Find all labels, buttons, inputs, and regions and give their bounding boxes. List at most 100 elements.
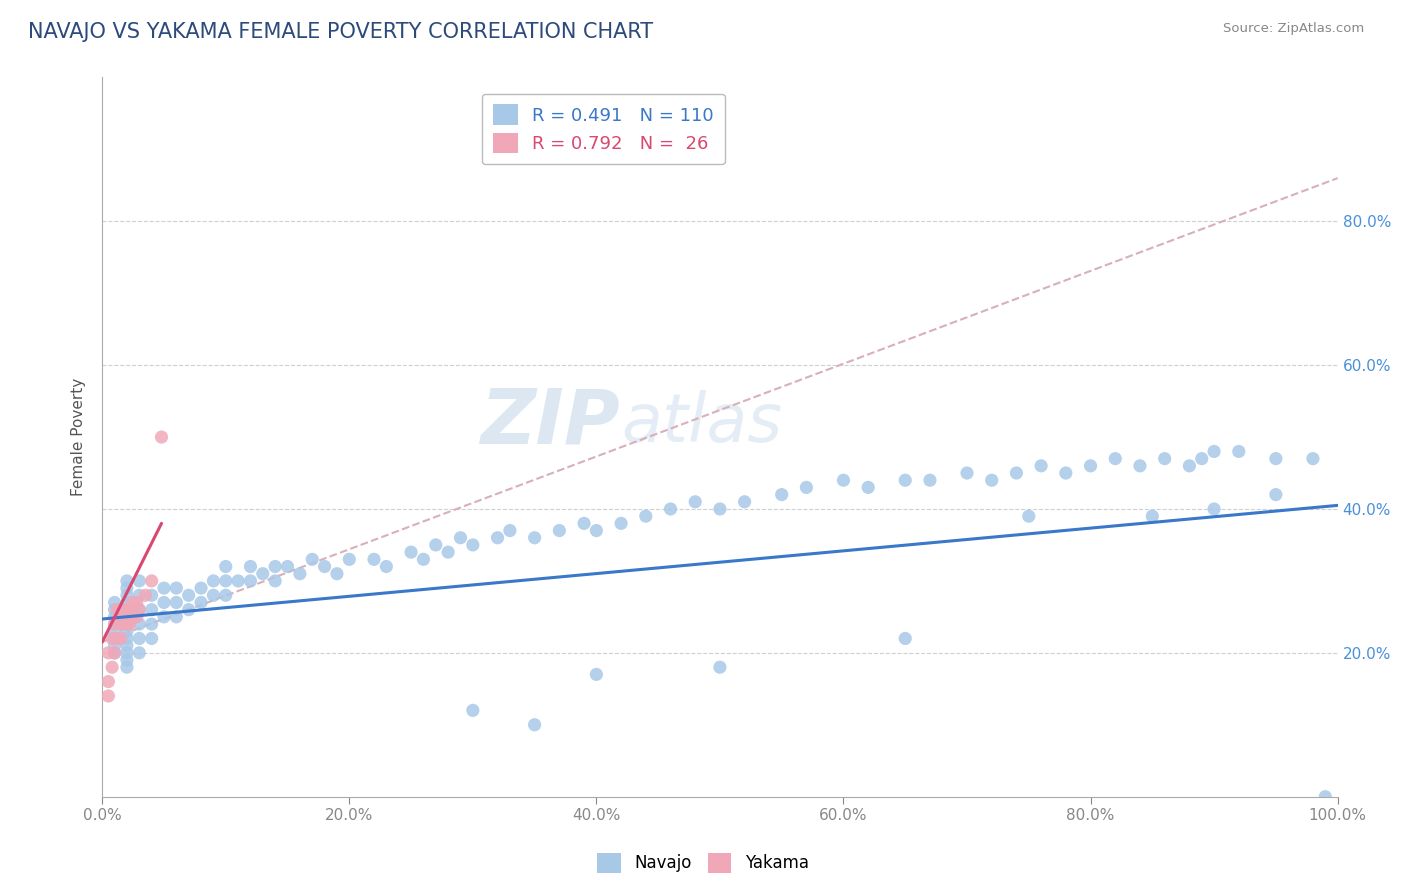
Point: [97, 689, 120, 703]
Point: [1264, 487, 1286, 501]
Point: [239, 559, 262, 574]
Point: [326, 566, 349, 581]
Point: [115, 632, 138, 646]
Point: [215, 588, 238, 602]
Point: [118, 617, 141, 632]
Point: [103, 610, 125, 624]
Text: ZIP: ZIP: [481, 385, 621, 459]
Text: NAVAJO VS YAKAMA FEMALE POVERTY CORRELATION CHART: NAVAJO VS YAKAMA FEMALE POVERTY CORRELAT…: [28, 22, 654, 42]
Point: [375, 559, 398, 574]
Point: [165, 581, 187, 595]
Point: [115, 646, 138, 660]
Point: [288, 566, 311, 581]
Point: [103, 639, 125, 653]
Point: [128, 574, 150, 588]
Point: [105, 602, 128, 616]
Point: [114, 602, 136, 616]
Point: [128, 617, 150, 632]
Point: [337, 552, 360, 566]
Point: [1204, 502, 1226, 516]
Point: [177, 588, 200, 602]
Point: [264, 574, 287, 588]
Point: [202, 588, 225, 602]
Text: Source: ZipAtlas.com: Source: ZipAtlas.com: [1223, 22, 1364, 36]
Point: [301, 552, 323, 566]
Point: [141, 632, 163, 646]
Point: [215, 559, 238, 574]
Point: [1227, 444, 1250, 458]
Point: [659, 502, 682, 516]
Legend: R = 0.491   N = 110, R = 0.792   N =  26: R = 0.491 N = 110, R = 0.792 N = 26: [482, 94, 725, 164]
Point: [734, 495, 756, 509]
Point: [115, 617, 138, 632]
Point: [1204, 444, 1226, 458]
Point: [103, 632, 125, 646]
Point: [548, 524, 571, 538]
Point: [110, 602, 132, 616]
Point: [683, 495, 706, 509]
Point: [1104, 451, 1126, 466]
Point: [796, 480, 818, 494]
Point: [97, 646, 120, 660]
Point: [110, 632, 132, 646]
Point: [1080, 458, 1102, 473]
Point: [1029, 458, 1052, 473]
Point: [190, 595, 212, 609]
Point: [141, 602, 163, 616]
Point: [115, 574, 138, 588]
Point: [499, 524, 522, 538]
Text: atlas: atlas: [621, 390, 782, 456]
Point: [141, 588, 163, 602]
Point: [122, 595, 145, 609]
Point: [1153, 451, 1175, 466]
Point: [128, 602, 150, 616]
Point: [980, 473, 1002, 487]
Point: [832, 473, 855, 487]
Point: [894, 473, 917, 487]
Point: [101, 632, 124, 646]
Point: [918, 473, 941, 487]
Point: [1018, 509, 1040, 524]
Point: [461, 703, 484, 717]
Point: [165, 595, 187, 609]
Point: [1302, 451, 1324, 466]
Point: [103, 646, 125, 660]
Point: [412, 552, 434, 566]
Point: [115, 660, 138, 674]
Point: [153, 610, 176, 624]
Point: [115, 610, 138, 624]
Point: [103, 602, 125, 616]
Point: [141, 574, 163, 588]
Legend: Navajo, Yakama: Navajo, Yakama: [591, 847, 815, 880]
Point: [153, 581, 176, 595]
Point: [523, 718, 546, 732]
Point: [128, 632, 150, 646]
Point: [128, 602, 150, 616]
Point: [425, 538, 447, 552]
Point: [252, 566, 274, 581]
Point: [103, 646, 125, 660]
Point: [115, 595, 138, 609]
Point: [190, 581, 212, 595]
Point: [399, 545, 422, 559]
Point: [122, 610, 145, 624]
Point: [572, 516, 595, 531]
Point: [610, 516, 633, 531]
Point: [177, 602, 200, 616]
Point: [125, 595, 148, 609]
Y-axis label: Female Poverty: Female Poverty: [72, 378, 86, 496]
Point: [202, 574, 225, 588]
Point: [97, 674, 120, 689]
Point: [709, 660, 731, 674]
Point: [437, 545, 460, 559]
Point: [486, 531, 509, 545]
Point: [856, 480, 879, 494]
Point: [150, 430, 173, 444]
Point: [585, 667, 607, 681]
Point: [118, 602, 141, 616]
Point: [1191, 451, 1213, 466]
Point: [1178, 458, 1201, 473]
Point: [585, 524, 607, 538]
Point: [103, 617, 125, 632]
Point: [770, 487, 793, 501]
